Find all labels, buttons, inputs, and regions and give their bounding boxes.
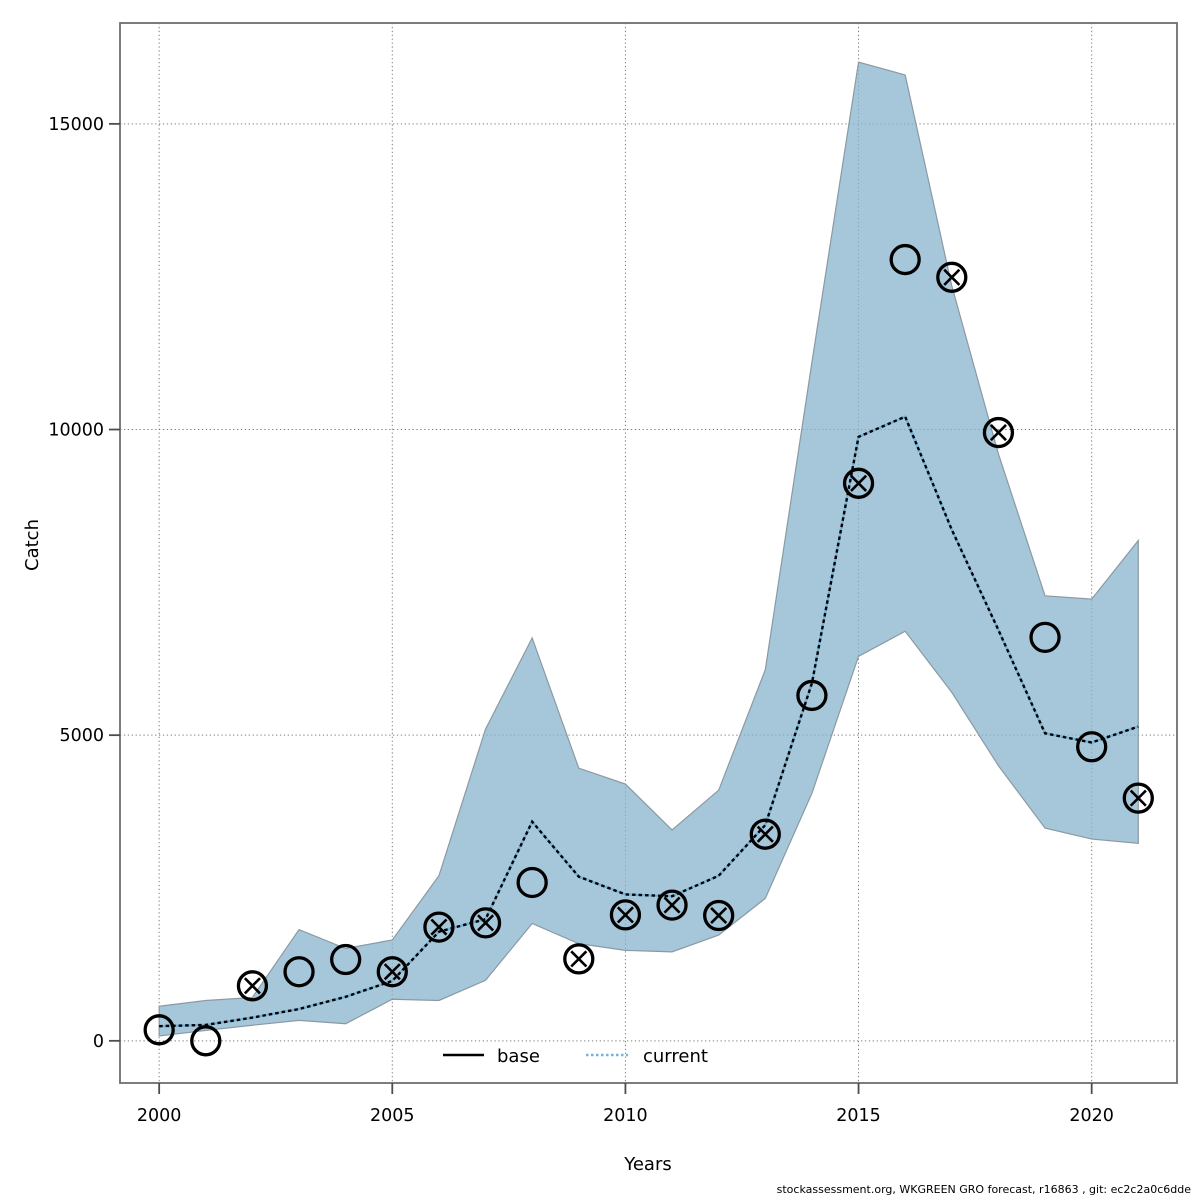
base-marker-circle [330, 943, 362, 976]
base-marker-2014 [796, 679, 828, 712]
current-marker-circle [982, 416, 1015, 449]
legend-base-label: base [497, 1046, 540, 1067]
axis-tick-layer [109, 122, 1093, 1094]
x-tick-label: 2000 [137, 1106, 182, 1126]
x-axis-title: Years [623, 1154, 672, 1175]
current-marker-circle [656, 889, 688, 921]
current-marker-2018 [982, 416, 1015, 449]
base-marker-2016 [889, 243, 921, 276]
legend: base current [443, 1046, 708, 1067]
current-line-layer [159, 415, 1139, 1028]
current-marker-circle [609, 899, 642, 931]
y-axis-title: Catch [22, 519, 43, 571]
base-marker-circle [796, 679, 828, 712]
legend-current-label: current [643, 1046, 708, 1067]
current-marker-2015 [842, 467, 875, 499]
marker-cross-stroke [710, 906, 728, 925]
current-marker-2017 [936, 261, 968, 293]
confidence-band-layer [158, 61, 1139, 1037]
y-tick-label: 0 [93, 1032, 104, 1052]
marker-layer [143, 243, 1154, 1057]
x-tick-label: 2020 [1069, 1106, 1114, 1126]
marker-cross-stroke [756, 825, 774, 843]
current-marker-2012 [703, 899, 735, 932]
current-marker-circle [236, 970, 269, 1002]
current-marker-circle [563, 943, 595, 975]
current-marker-2021 [1122, 782, 1154, 814]
base-marker-2004 [330, 943, 362, 976]
current-marker-2011 [656, 889, 688, 921]
axis-tick-label-layer: 2000 2005 2010 2015 2020 0 5000 10000 15000 [48, 115, 1114, 1126]
base-marker-circle [143, 1014, 175, 1046]
base-marker-2008 [516, 866, 548, 899]
base-marker-circle [889, 243, 921, 276]
base-marker-2000 [143, 1014, 175, 1046]
marker-cross-stroke [477, 914, 495, 932]
y-tick-label: 10000 [48, 421, 104, 441]
current-marker-circle [469, 907, 502, 939]
current-marker-2010 [609, 899, 642, 931]
confidence-band [158, 61, 1139, 1037]
current-marker-circle [842, 467, 875, 499]
marker-cross-stroke [430, 918, 448, 936]
x-tick-label: 2010 [603, 1106, 648, 1126]
current-marker-circle [376, 956, 408, 988]
base-marker-circle [283, 956, 315, 988]
marker-cross-stroke [1129, 789, 1147, 807]
current-marker-2013 [749, 818, 781, 850]
x-tick-label: 2005 [370, 1106, 415, 1126]
marker-cross-stroke [989, 424, 1007, 442]
current-line-dashed [159, 415, 1139, 1028]
x-tick-label: 2015 [836, 1106, 881, 1126]
base-marker-2020 [1076, 731, 1108, 763]
current-marker-2005 [376, 956, 408, 988]
current-marker-circle [1122, 782, 1154, 814]
caption: stockassessment.org, WKGREEN GRO forecas… [777, 1183, 1192, 1196]
current-marker-2009 [563, 943, 595, 975]
base-marker-circle [190, 1025, 222, 1057]
base-marker-circle [516, 866, 548, 899]
y-tick-label: 5000 [59, 726, 104, 746]
marker-cross-stroke [616, 906, 634, 924]
marker-cross-stroke [383, 963, 401, 981]
marker-cross-stroke [570, 950, 588, 968]
marker-cross-stroke [850, 474, 868, 492]
current-marker-circle [703, 899, 735, 932]
marker-cross-stroke [943, 268, 961, 286]
current-marker-circle [749, 818, 781, 850]
current-marker-2006 [423, 911, 455, 943]
base-marker-circle [1076, 731, 1108, 763]
base-marker-circle [1029, 621, 1061, 654]
base-marker-2019 [1029, 621, 1061, 654]
y-tick-label: 15000 [48, 115, 104, 135]
marker-cross-stroke [243, 977, 261, 995]
marker-cross-stroke [663, 896, 681, 914]
current-marker-circle [936, 261, 968, 293]
base-marker-2001 [190, 1025, 222, 1057]
current-marker-2002 [236, 970, 269, 1002]
current-marker-circle [423, 911, 455, 943]
current-marker-2007 [469, 907, 502, 939]
panel-border [119, 22, 1178, 1084]
base-marker-2003 [283, 956, 315, 988]
